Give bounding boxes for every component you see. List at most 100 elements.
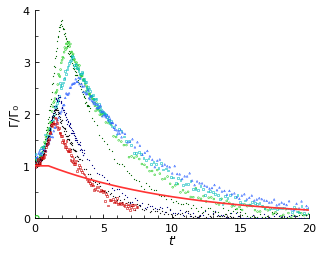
Point: [257, 196, 262, 200]
Point: [35, 161, 40, 165]
Point: [41, 149, 47, 153]
Point: [287, 207, 292, 211]
Point: [33, 163, 38, 167]
Point: [282, 202, 287, 206]
Point: [48, 103, 53, 107]
Point: [60, 107, 65, 111]
Point: [34, 216, 39, 220]
Point: [59, 107, 65, 111]
Point: [110, 194, 116, 198]
Point: [42, 145, 47, 149]
Point: [56, 126, 61, 130]
Point: [141, 187, 146, 191]
Point: [147, 155, 152, 159]
Point: [102, 176, 107, 180]
Point: [45, 144, 50, 148]
Point: [299, 200, 304, 204]
Point: [237, 197, 242, 201]
Point: [58, 23, 63, 27]
Point: [58, 68, 63, 72]
Point: [168, 182, 173, 186]
Point: [98, 106, 103, 110]
Point: [289, 210, 294, 214]
Point: [37, 148, 42, 152]
Point: [124, 206, 129, 210]
Point: [74, 154, 79, 158]
Point: [225, 208, 230, 212]
Point: [97, 105, 102, 109]
Point: [291, 214, 296, 218]
Point: [284, 216, 289, 220]
Point: [68, 126, 74, 131]
Point: [281, 214, 286, 218]
Point: [108, 120, 113, 124]
Point: [47, 127, 53, 131]
Point: [186, 202, 191, 206]
Point: [147, 211, 152, 215]
Point: [81, 172, 86, 176]
Point: [83, 167, 89, 171]
Point: [68, 126, 73, 130]
Point: [50, 83, 55, 87]
Point: [70, 147, 76, 151]
Point: [142, 206, 147, 210]
Point: [63, 49, 68, 53]
Point: [51, 115, 56, 119]
Point: [38, 154, 44, 158]
Point: [222, 214, 227, 218]
Point: [107, 147, 112, 151]
Point: [150, 169, 155, 173]
Point: [284, 203, 289, 207]
Point: [97, 172, 102, 176]
Point: [103, 112, 108, 116]
Point: [67, 124, 72, 128]
Point: [203, 215, 208, 219]
Point: [83, 90, 89, 94]
Point: [50, 122, 56, 126]
Point: [145, 202, 150, 206]
Point: [36, 152, 41, 156]
Point: [83, 101, 89, 105]
Point: [144, 182, 149, 186]
Point: [32, 166, 37, 170]
Point: [42, 133, 47, 137]
Point: [203, 210, 208, 214]
Point: [42, 144, 47, 148]
Point: [116, 130, 121, 134]
Point: [242, 203, 247, 207]
Point: [52, 116, 57, 120]
Point: [57, 118, 62, 122]
Point: [35, 159, 40, 163]
Point: [111, 135, 116, 139]
Point: [41, 148, 46, 152]
Point: [205, 190, 210, 194]
Point: [149, 187, 154, 191]
Point: [59, 124, 65, 128]
Point: [62, 110, 67, 115]
Point: [62, 127, 67, 131]
Point: [297, 207, 302, 211]
Point: [106, 119, 111, 123]
Point: [76, 142, 81, 146]
Point: [124, 144, 129, 148]
Point: [60, 28, 66, 32]
Point: [84, 178, 89, 182]
Point: [304, 216, 309, 220]
Point: [77, 143, 82, 147]
Point: [79, 75, 84, 79]
Point: [122, 204, 127, 208]
Point: [182, 210, 188, 214]
Point: [60, 56, 65, 60]
Point: [49, 116, 55, 120]
Point: [90, 94, 95, 98]
Point: [33, 161, 38, 165]
Point: [157, 172, 162, 176]
Point: [247, 203, 252, 207]
Point: [185, 182, 191, 186]
Point: [82, 97, 87, 101]
Point: [39, 155, 44, 159]
Point: [58, 102, 63, 106]
Point: [54, 108, 59, 112]
Point: [173, 181, 178, 185]
Point: [56, 30, 61, 34]
